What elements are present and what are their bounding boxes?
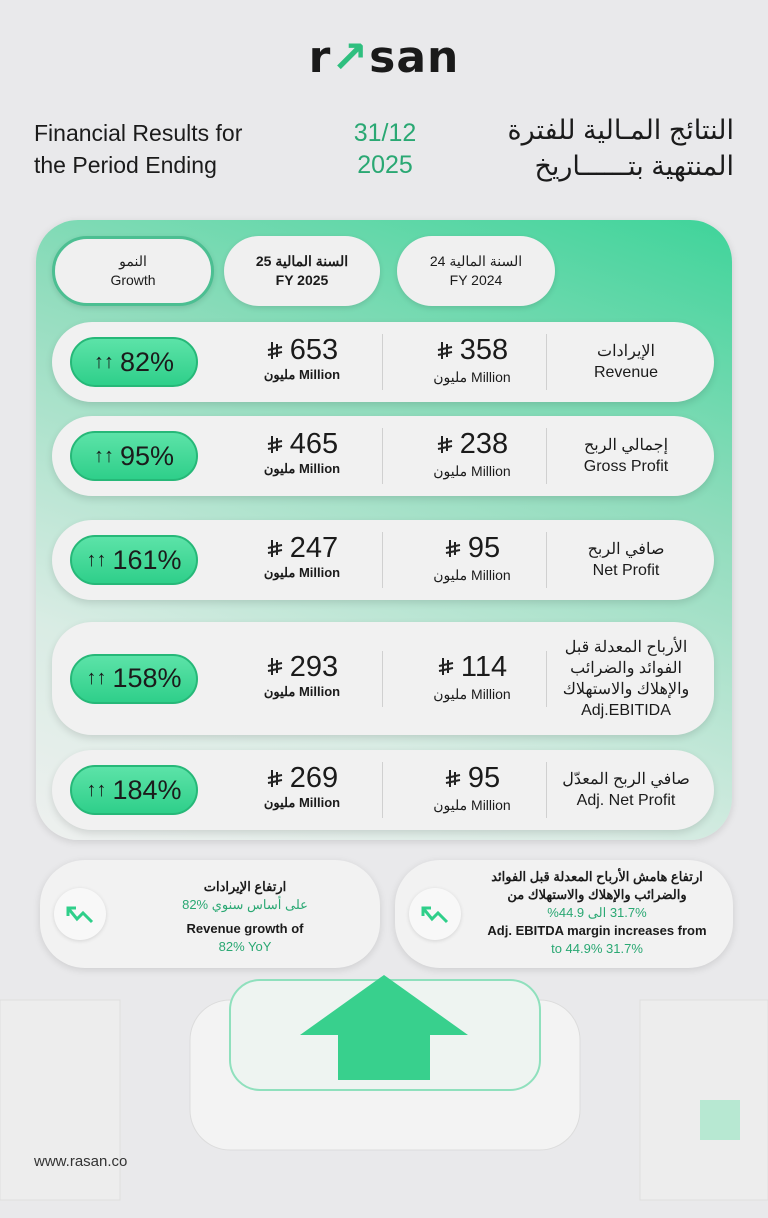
highlight-value-ar: 31.7% الى 44.9%	[547, 905, 647, 920]
double-up-arrow-icon: ↑↑	[86, 778, 107, 801]
metric-label: صافي الربح Net Profit	[587, 541, 665, 579]
header-fy2024: السنة المالية 24 FY 2024	[397, 236, 555, 306]
double-up-arrow-icon: ↑↑	[86, 548, 107, 571]
fy2025-value: 293 مليون Million	[263, 650, 341, 699]
metric-label: إجمالي الربح Gross Profit	[583, 437, 669, 475]
double-up-arrow-icon: ↑↑	[86, 667, 107, 689]
fy2024-value: 95 مليون Million	[433, 532, 511, 583]
saudi-riyal-icon	[438, 658, 454, 675]
divider	[546, 762, 547, 818]
fy2025-value: 247 مليون Million	[263, 532, 341, 580]
growth-badge: ↑↑ 161%	[70, 535, 198, 585]
saudi-riyal-icon	[267, 658, 283, 675]
table-row: ↑↑ 184% 269 مليون Million 95 مليون Million …	[52, 750, 714, 830]
title-ar: النتائج المـالية للفترة المنتهية بتــــــ…	[507, 115, 734, 181]
table-row: ↑↑ 158% 293 مليون Million 114 مليون Million…	[52, 622, 714, 735]
metric-label: الأرباح المعدلة قبل الفوائد والضرائب وال…	[562, 638, 690, 719]
saudi-riyal-icon	[445, 539, 461, 557]
growth-badge: ↑↑ 95%	[70, 431, 198, 481]
table-row: ↑↑ 161% 247 مليون Million 95 مليون Million …	[52, 520, 714, 600]
highlight-value-ar: 82% على أساس سنوي	[182, 897, 308, 912]
divider	[546, 532, 547, 588]
double-up-arrow-icon: ↑↑	[93, 444, 114, 467]
background-3d-arrow-decoration	[0, 975, 768, 1201]
header-fy2025: السنة المالية 25 FY 2025	[224, 236, 380, 306]
metric-label: الإيرادات Revenue	[593, 343, 659, 381]
header-growth: النمو Growth	[52, 236, 214, 306]
fy2024-value: 238 مليون Million	[433, 428, 511, 479]
growth-badge: ↑↑ 184%	[70, 765, 198, 815]
highlight-revenue: ارتفاع الإيرادات 82% على أساس سنوي Reven…	[40, 860, 380, 968]
saudi-riyal-icon	[267, 435, 283, 453]
fy2025-value: 653 مليون Million	[263, 334, 341, 382]
rasan-logo: r↗san	[308, 32, 460, 83]
highlight-value-en: 82% YoY	[218, 939, 272, 954]
growth-badge: ↑↑ 158%	[70, 653, 198, 704]
fy2025-value: 269 مليون Million	[263, 762, 341, 810]
double-up-arrow-icon: ↑↑	[93, 350, 114, 373]
highlight-title-en: Revenue growth of	[186, 921, 304, 936]
title-en: Financial Results for the Period Ending	[34, 120, 243, 178]
highlight-title-en: Adj. EBITDA margin increases from	[487, 923, 707, 938]
fy2024-value: 95 مليون Million	[433, 762, 511, 813]
divider	[546, 650, 547, 707]
fy2024-value: 358 مليون Million	[433, 334, 511, 385]
saudi-riyal-icon	[437, 341, 453, 359]
saudi-riyal-icon	[445, 769, 461, 787]
growth-badge: ↑↑ 82%	[70, 337, 198, 387]
divider	[546, 334, 547, 390]
highlight-ebitda-margin: ارتفاع هامش الأرباح المعدلة قبل الفوائد …	[395, 860, 733, 968]
trend-up-icon	[54, 888, 106, 940]
highlight-title-ar: ارتفاع هامش الأرباح المعدلة قبل الفوائد …	[491, 869, 703, 902]
divider	[382, 334, 383, 390]
divider	[382, 650, 383, 707]
metric-label: صافي الربح المعدّل Adj. Net Profit	[562, 771, 690, 809]
saudi-riyal-icon	[267, 769, 283, 787]
divider	[382, 428, 383, 484]
fy2024-value: 114 مليون Million	[433, 650, 511, 702]
divider	[382, 762, 383, 818]
table-row: ↑↑ 95% 465 مليون Million 238 مليون Million …	[52, 416, 714, 496]
fy2025-value: 465 مليون Million	[263, 428, 341, 476]
saudi-riyal-icon	[437, 435, 453, 453]
saudi-riyal-icon	[267, 539, 283, 557]
highlight-value-en: 31.7% to 44.9%	[551, 941, 643, 956]
website-link[interactable]: www.rasan.co	[34, 1153, 128, 1170]
divider	[546, 428, 547, 484]
divider	[382, 532, 383, 588]
trend-up-icon	[409, 888, 461, 940]
period-date: 31/12 2025	[353, 119, 417, 179]
highlight-title-ar: ارتفاع الإيرادات	[203, 879, 287, 894]
saudi-riyal-icon	[267, 341, 283, 359]
table-row: ↑↑ 82% 653 مليون Million 358 مليون Million …	[52, 322, 714, 402]
